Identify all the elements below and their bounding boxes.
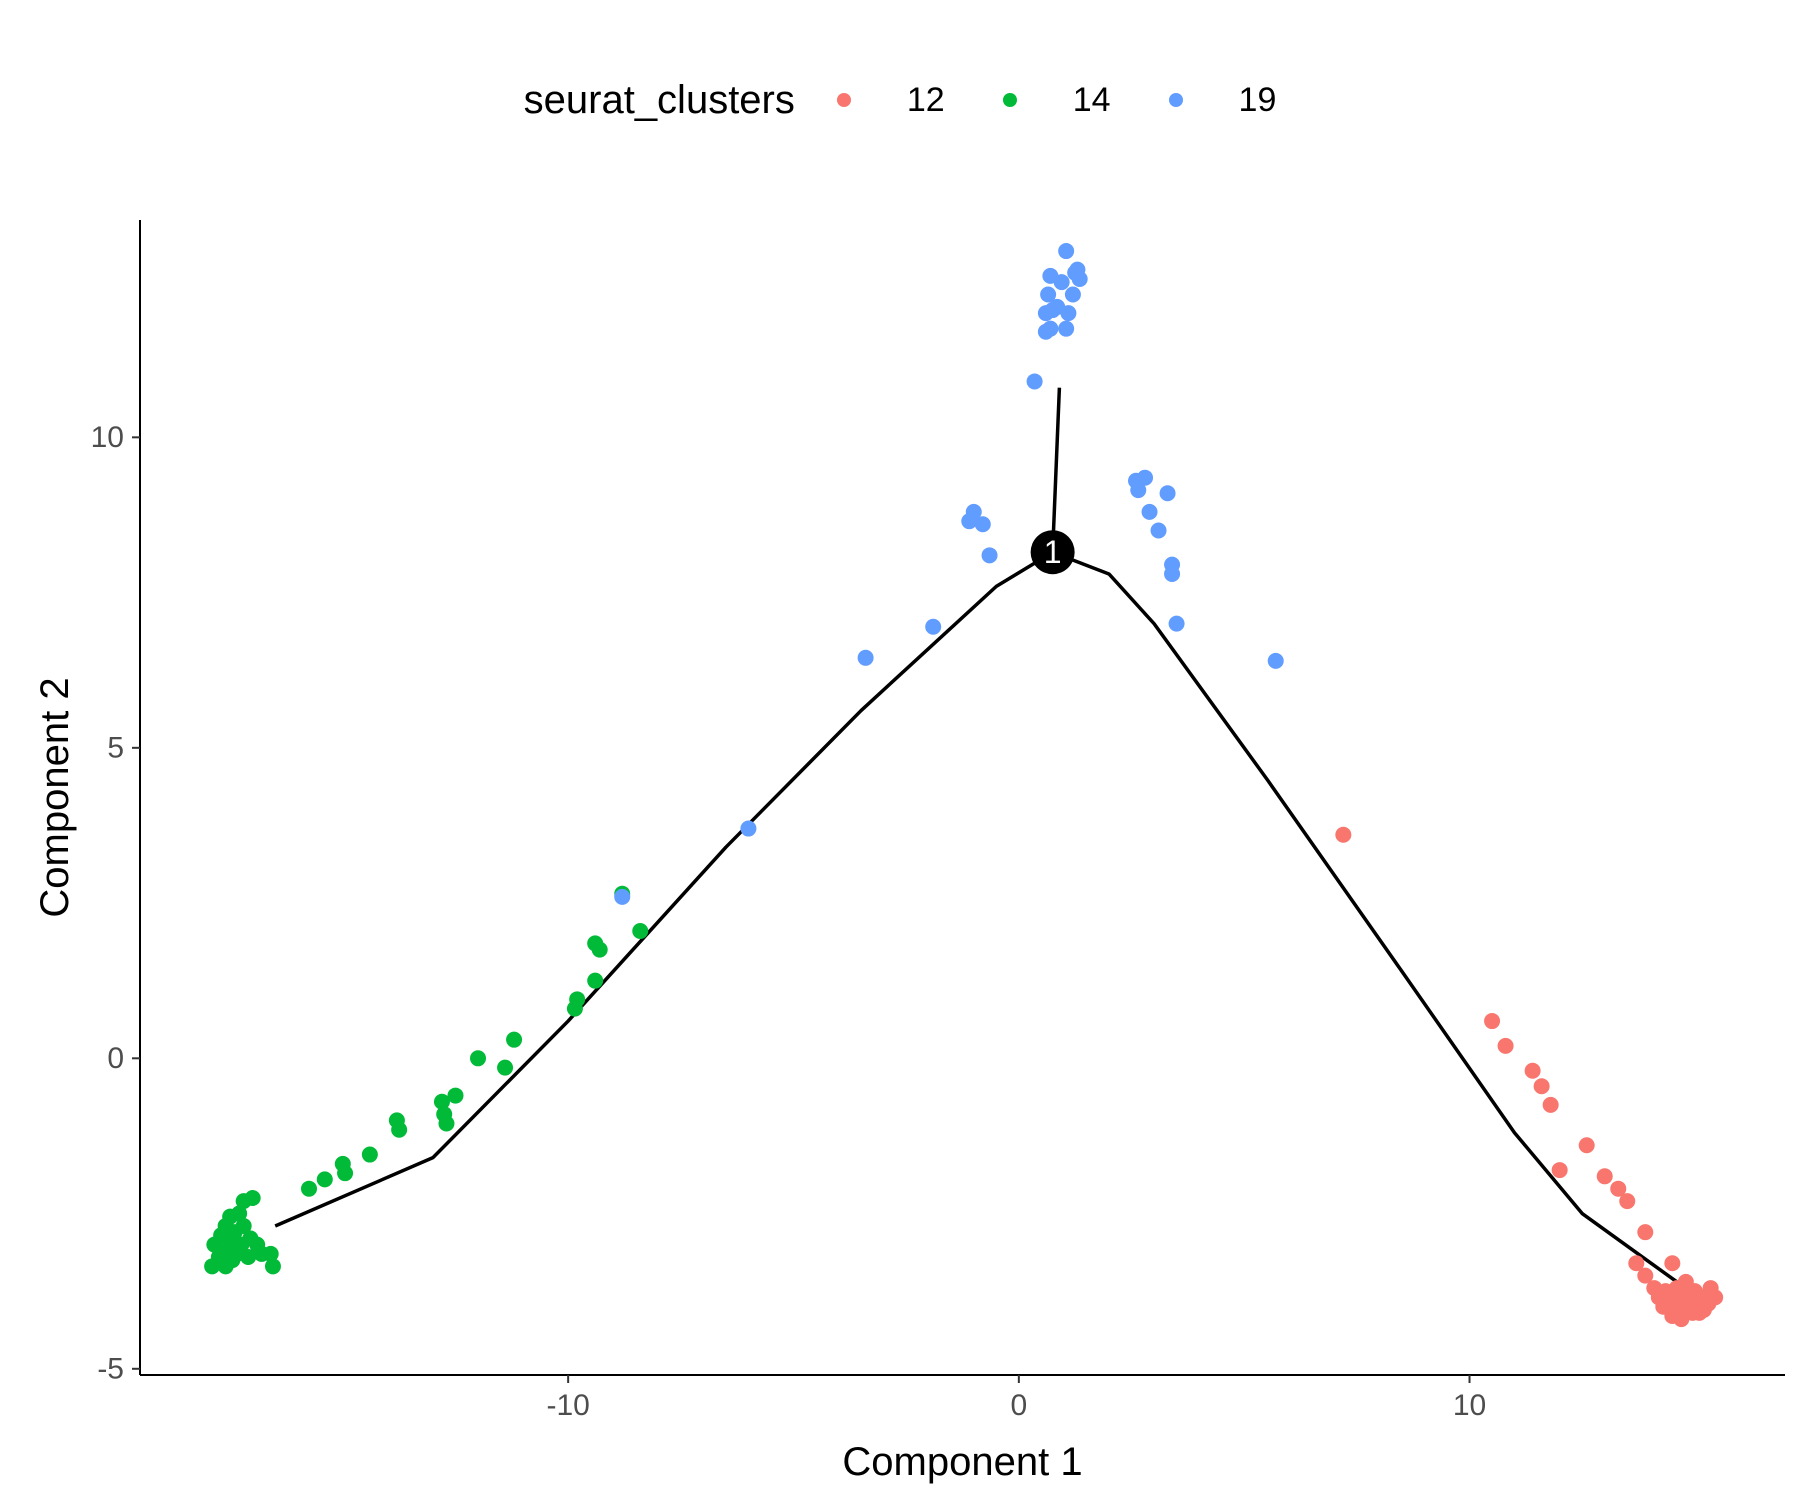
point-cluster-14 xyxy=(337,1165,354,1182)
point-cluster-19 xyxy=(1037,323,1054,340)
legend-title: seurat_clusters xyxy=(523,77,795,122)
branch-point-marker: 1 xyxy=(1030,530,1075,575)
point-cluster-12 xyxy=(1533,1078,1550,1095)
point-cluster-19 xyxy=(740,820,757,837)
point-cluster-12 xyxy=(1551,1162,1568,1179)
point-cluster-14 xyxy=(632,923,649,940)
point-cluster-19 xyxy=(1064,286,1081,303)
y-tick-label: 5 xyxy=(107,731,124,764)
data-points xyxy=(204,243,1724,1328)
x-axis-title: Component 1 xyxy=(842,1440,1082,1484)
point-cluster-12 xyxy=(1664,1255,1681,1272)
point-cluster-14 xyxy=(470,1050,487,1067)
legend-item-12: 12 xyxy=(836,80,945,120)
point-cluster-12 xyxy=(1637,1224,1654,1241)
legend-key-19 xyxy=(1168,93,1183,107)
point-cluster-14 xyxy=(361,1146,378,1163)
trajectory-branch-right xyxy=(1052,550,1678,1284)
point-cluster-19 xyxy=(1130,482,1147,499)
point-cluster-19 xyxy=(1159,485,1176,502)
trajectory-lines xyxy=(274,387,1678,1284)
point-cluster-19 xyxy=(1137,469,1154,486)
legend-label-19: 19 xyxy=(1238,80,1277,119)
point-cluster-12 xyxy=(1335,826,1352,843)
legend-label-14: 14 xyxy=(1072,80,1111,119)
point-cluster-19 xyxy=(1069,261,1086,278)
legend-item-14: 14 xyxy=(1002,80,1111,120)
point-cluster-14 xyxy=(447,1087,464,1104)
point-cluster-19 xyxy=(1141,503,1158,520)
point-cluster-12 xyxy=(1619,1193,1636,1210)
point-cluster-12 xyxy=(1695,1301,1712,1318)
point-cluster-14 xyxy=(240,1249,257,1266)
point-cluster-14 xyxy=(438,1115,455,1132)
y-tick-label: -5 xyxy=(97,1352,124,1385)
point-cluster-19 xyxy=(1267,652,1284,669)
point-cluster-14 xyxy=(391,1121,408,1138)
point-cluster-19 xyxy=(961,513,978,530)
legend: seurat_clusters 12 14 19 xyxy=(0,70,1800,130)
point-cluster-19 xyxy=(1058,320,1075,337)
point-cluster-14 xyxy=(264,1258,281,1275)
branch-point-circle xyxy=(1030,530,1075,575)
point-cluster-19 xyxy=(1164,565,1181,582)
x-tick-label: 10 xyxy=(1453,1389,1486,1422)
point-cluster-14 xyxy=(244,1190,261,1207)
legend-key-14 xyxy=(1002,93,1017,107)
point-cluster-14 xyxy=(262,1245,279,1262)
point-cluster-14 xyxy=(433,1093,450,1110)
point-cluster-14 xyxy=(316,1171,333,1188)
trajectory-branch-top xyxy=(1050,387,1062,553)
axes: -10 0 10 -5 0 5 10 Component 1 Component 2 xyxy=(33,220,1785,1484)
x-tick-label: 0 xyxy=(1010,1389,1027,1422)
point-cluster-19 xyxy=(1040,286,1057,303)
point-cluster-14 xyxy=(204,1258,221,1275)
point-cluster-14 xyxy=(217,1258,234,1275)
point-cluster-19 xyxy=(857,649,874,666)
point-cluster-14 xyxy=(566,1000,583,1017)
point-cluster-12 xyxy=(1524,1062,1541,1079)
point-cluster-19 xyxy=(1168,615,1185,632)
point-cluster-12 xyxy=(1542,1096,1559,1113)
x-ticks: -10 0 10 xyxy=(546,1375,1486,1422)
point-cluster-19 xyxy=(1026,373,1043,390)
point-cluster-19 xyxy=(1042,267,1059,284)
point-cluster-12 xyxy=(1578,1137,1595,1154)
point-cluster-19 xyxy=(974,516,991,533)
point-cluster-12 xyxy=(1637,1267,1654,1284)
point-cluster-12 xyxy=(1628,1255,1645,1272)
point-cluster-12 xyxy=(1610,1180,1627,1197)
point-cluster-19 xyxy=(614,888,631,905)
point-cluster-12 xyxy=(1596,1168,1613,1185)
point-cluster-12 xyxy=(1497,1037,1514,1054)
point-cluster-14 xyxy=(587,935,604,952)
legend-item-19: 19 xyxy=(1168,80,1277,120)
legend-key-12 xyxy=(836,93,851,107)
branch-point-label: 1 xyxy=(1044,534,1062,570)
point-cluster-19 xyxy=(1049,298,1066,315)
y-axis-title: Component 2 xyxy=(33,677,77,917)
point-cluster-19 xyxy=(1150,522,1167,539)
point-cluster-19 xyxy=(981,547,998,564)
y-tick-label: 10 xyxy=(91,421,124,454)
point-cluster-19 xyxy=(925,618,942,635)
point-cluster-14 xyxy=(506,1031,523,1048)
point-cluster-12 xyxy=(1484,1013,1501,1030)
y-tick-label: 0 xyxy=(107,1042,124,1075)
x-tick-label: -10 xyxy=(546,1389,589,1422)
point-cluster-19 xyxy=(1058,243,1075,260)
point-cluster-14 xyxy=(301,1180,318,1197)
point-cluster-14 xyxy=(497,1059,514,1076)
point-cluster-14 xyxy=(587,972,604,989)
trajectory-branch-left xyxy=(274,550,1054,1228)
point-cluster-12 xyxy=(1707,1289,1724,1306)
y-ticks: -5 0 5 10 xyxy=(91,421,140,1385)
legend-label-12: 12 xyxy=(906,80,945,119)
